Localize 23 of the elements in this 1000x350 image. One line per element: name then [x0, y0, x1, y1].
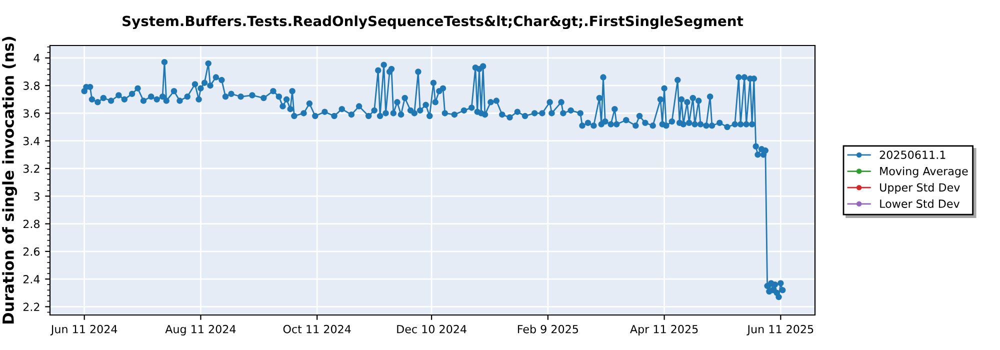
y-tick-label: 3 [34, 192, 40, 201]
y-tick-label: 2.2 [23, 302, 40, 311]
legend-label: Moving Average [880, 166, 968, 178]
y-tick-label: 3.4 [23, 136, 40, 146]
y-tick-label: 3.8 [23, 82, 40, 90]
x-tick-label: Oct 11 2024 [283, 324, 351, 334]
x-tick-label: Feb 9 2025 [518, 324, 578, 334]
x-tick-label: Jun 11 2025 [746, 324, 814, 336]
legend-label: 20250611.1 [880, 150, 946, 160]
y-tick-label: 2.6 [23, 247, 40, 256]
y-tick-label: 3.6 [23, 109, 40, 118]
x-tick-label: Dec 10 2024 [397, 324, 466, 334]
x-tick-label: Aug 11 2024 [165, 324, 236, 336]
x-tick-label: Jun 11 2024 [50, 324, 118, 336]
y-tick-label: 2.4 [23, 275, 40, 284]
x-tick-label: Apr 11 2025 [630, 324, 698, 336]
y-tick-label: 3.2 [23, 164, 40, 173]
chart-title: System.Buffers.Tests.ReadOnlySequenceTests&lt;Char&gt;.FirstSingleSegment [122, 16, 744, 30]
y-tick-label: 2.8 [23, 220, 40, 228]
y-tick-label: 4 [34, 54, 40, 62]
legend-label: Lower Std Dev [880, 199, 960, 208]
legend-label: Upper Std Dev [880, 183, 960, 194]
y-axis-title: Duration of single invocation (ns) [2, 36, 18, 324]
